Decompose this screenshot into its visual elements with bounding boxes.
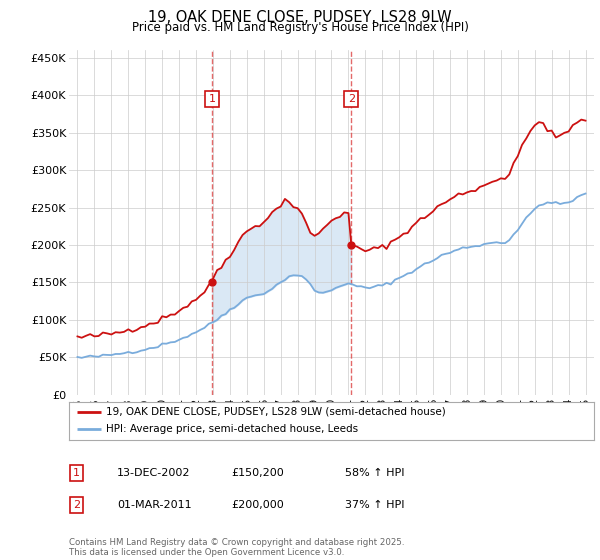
Text: 01-MAR-2011: 01-MAR-2011	[117, 500, 191, 510]
Text: 1: 1	[73, 468, 80, 478]
Text: 58% ↑ HPI: 58% ↑ HPI	[345, 468, 404, 478]
Text: £200,000: £200,000	[231, 500, 284, 510]
Text: 13-DEC-2002: 13-DEC-2002	[117, 468, 191, 478]
Text: 1: 1	[209, 94, 215, 104]
Text: 19, OAK DENE CLOSE, PUDSEY, LS28 9LW (semi-detached house): 19, OAK DENE CLOSE, PUDSEY, LS28 9LW (se…	[106, 407, 445, 417]
Text: Contains HM Land Registry data © Crown copyright and database right 2025.
This d: Contains HM Land Registry data © Crown c…	[69, 538, 404, 557]
Text: 19, OAK DENE CLOSE, PUDSEY, LS28 9LW: 19, OAK DENE CLOSE, PUDSEY, LS28 9LW	[148, 10, 452, 25]
Text: HPI: Average price, semi-detached house, Leeds: HPI: Average price, semi-detached house,…	[106, 424, 358, 435]
Text: 37% ↑ HPI: 37% ↑ HPI	[345, 500, 404, 510]
Text: Price paid vs. HM Land Registry's House Price Index (HPI): Price paid vs. HM Land Registry's House …	[131, 21, 469, 34]
Text: 2: 2	[348, 94, 355, 104]
Text: 2: 2	[73, 500, 80, 510]
Text: £150,200: £150,200	[231, 468, 284, 478]
